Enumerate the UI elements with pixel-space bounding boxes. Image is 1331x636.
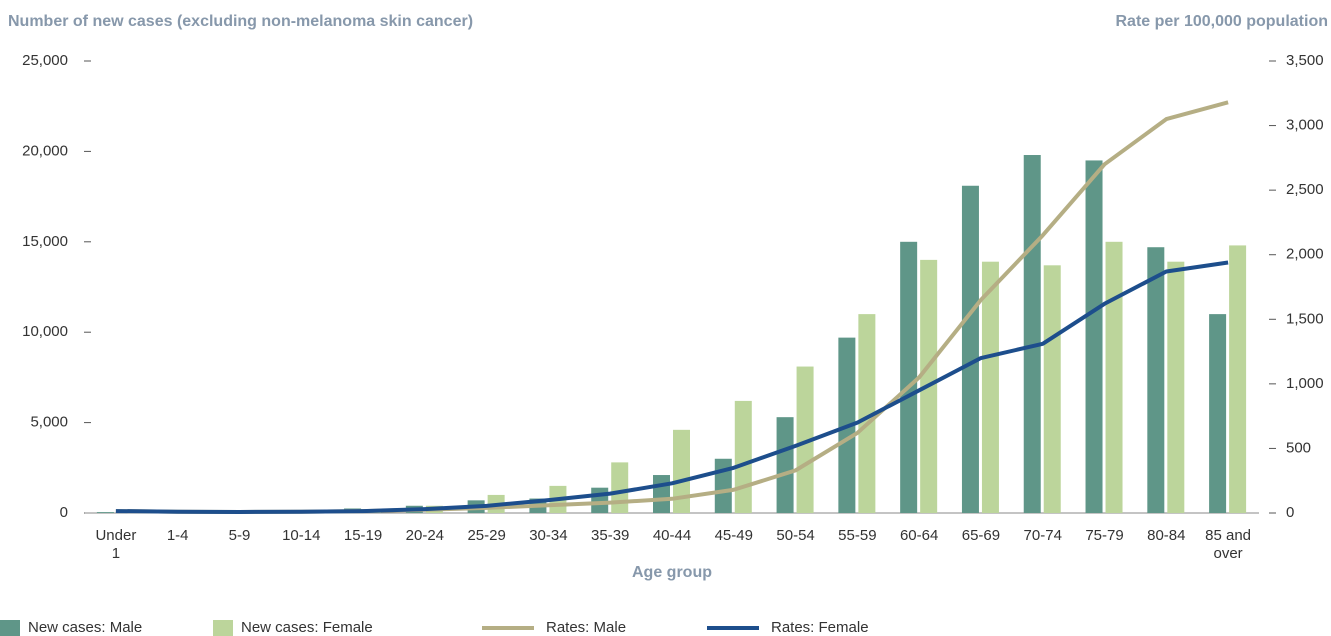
x-tick-label: Under 1: [95, 527, 137, 562]
x-tick-label: 10-14: [282, 527, 321, 544]
x-tick-label: 30-34: [529, 527, 568, 544]
y2-tick-label: 1,000: [1286, 375, 1324, 392]
y-tick-label: 20,000: [22, 142, 68, 159]
x-tick-label: 80-84: [1147, 527, 1186, 544]
x-tick-label: 65-69: [961, 527, 1001, 544]
x-tick-label: 35-39: [591, 527, 630, 544]
bar: [591, 487, 609, 513]
bar: [961, 185, 979, 513]
bar: [96, 512, 114, 513]
legend-swatch: [213, 620, 233, 636]
bar: [734, 400, 752, 513]
bar: [653, 475, 670, 513]
bar: [1023, 155, 1041, 514]
line: [115, 100, 1229, 514]
x-tick-label: 60-64: [899, 527, 939, 544]
bar: [776, 417, 794, 513]
x-tick-label: 75-79: [1085, 527, 1124, 544]
bar: [1147, 247, 1165, 513]
bar: [1229, 245, 1247, 513]
bar: [1167, 261, 1185, 513]
legend-label: New cases: Male: [28, 619, 142, 636]
x-tick-label: 55-59: [838, 527, 877, 544]
x-tick-label: 1-4: [166, 527, 189, 544]
bar: [1085, 160, 1103, 513]
legend-swatch: [0, 620, 20, 636]
x-tick-label: 45-49: [714, 527, 753, 544]
y2-axis-title: Rate per 100,000 population: [1115, 13, 1328, 30]
legend-label: New cases: Female: [241, 619, 373, 636]
bar: [1043, 265, 1061, 513]
y2-tick-label: 2,500: [1286, 181, 1324, 198]
y2-tick-label: 1,500: [1286, 310, 1324, 327]
y2-tick-label: 0: [1286, 504, 1294, 521]
x-tick-label: 50-54: [776, 527, 815, 544]
bar: [673, 429, 690, 513]
y2-tick-label: 3,500: [1286, 52, 1324, 69]
y2-tick-label: 2,000: [1286, 246, 1324, 263]
x-tick-label: 40-44: [652, 527, 692, 544]
line: [115, 260, 1229, 514]
y-tick-label: 0: [60, 504, 68, 521]
y-tick-label: 5,000: [30, 414, 68, 431]
x-axis-title: Age group: [632, 564, 712, 581]
bar: [858, 314, 876, 513]
x-tick-label: 85 and over: [1205, 527, 1252, 562]
y-tick-label: 10,000: [22, 323, 68, 340]
bar: [1105, 241, 1123, 514]
y2-tick-label: 3,000: [1286, 117, 1324, 134]
x-tick-label: 25-29: [467, 527, 506, 544]
x-tick-label: 70-74: [1023, 527, 1062, 544]
bar: [900, 241, 918, 514]
legend-label: Rates: Male: [546, 619, 626, 636]
y-tick-label: 15,000: [22, 233, 68, 250]
bar: [1209, 314, 1227, 513]
y-axis-title: Number of new cases (excluding non-melan…: [8, 13, 473, 30]
x-tick-label: 5-9: [228, 527, 251, 544]
bar: [611, 462, 629, 513]
x-tick-label: 15-19: [343, 527, 383, 544]
bar: [981, 261, 999, 513]
x-tick-label: 20-24: [405, 527, 445, 544]
legend-label: Rates: Female: [771, 619, 869, 636]
bar: [796, 366, 814, 513]
y-tick-label: 25,000: [22, 52, 68, 69]
y2-tick-label: 500: [1286, 439, 1311, 456]
